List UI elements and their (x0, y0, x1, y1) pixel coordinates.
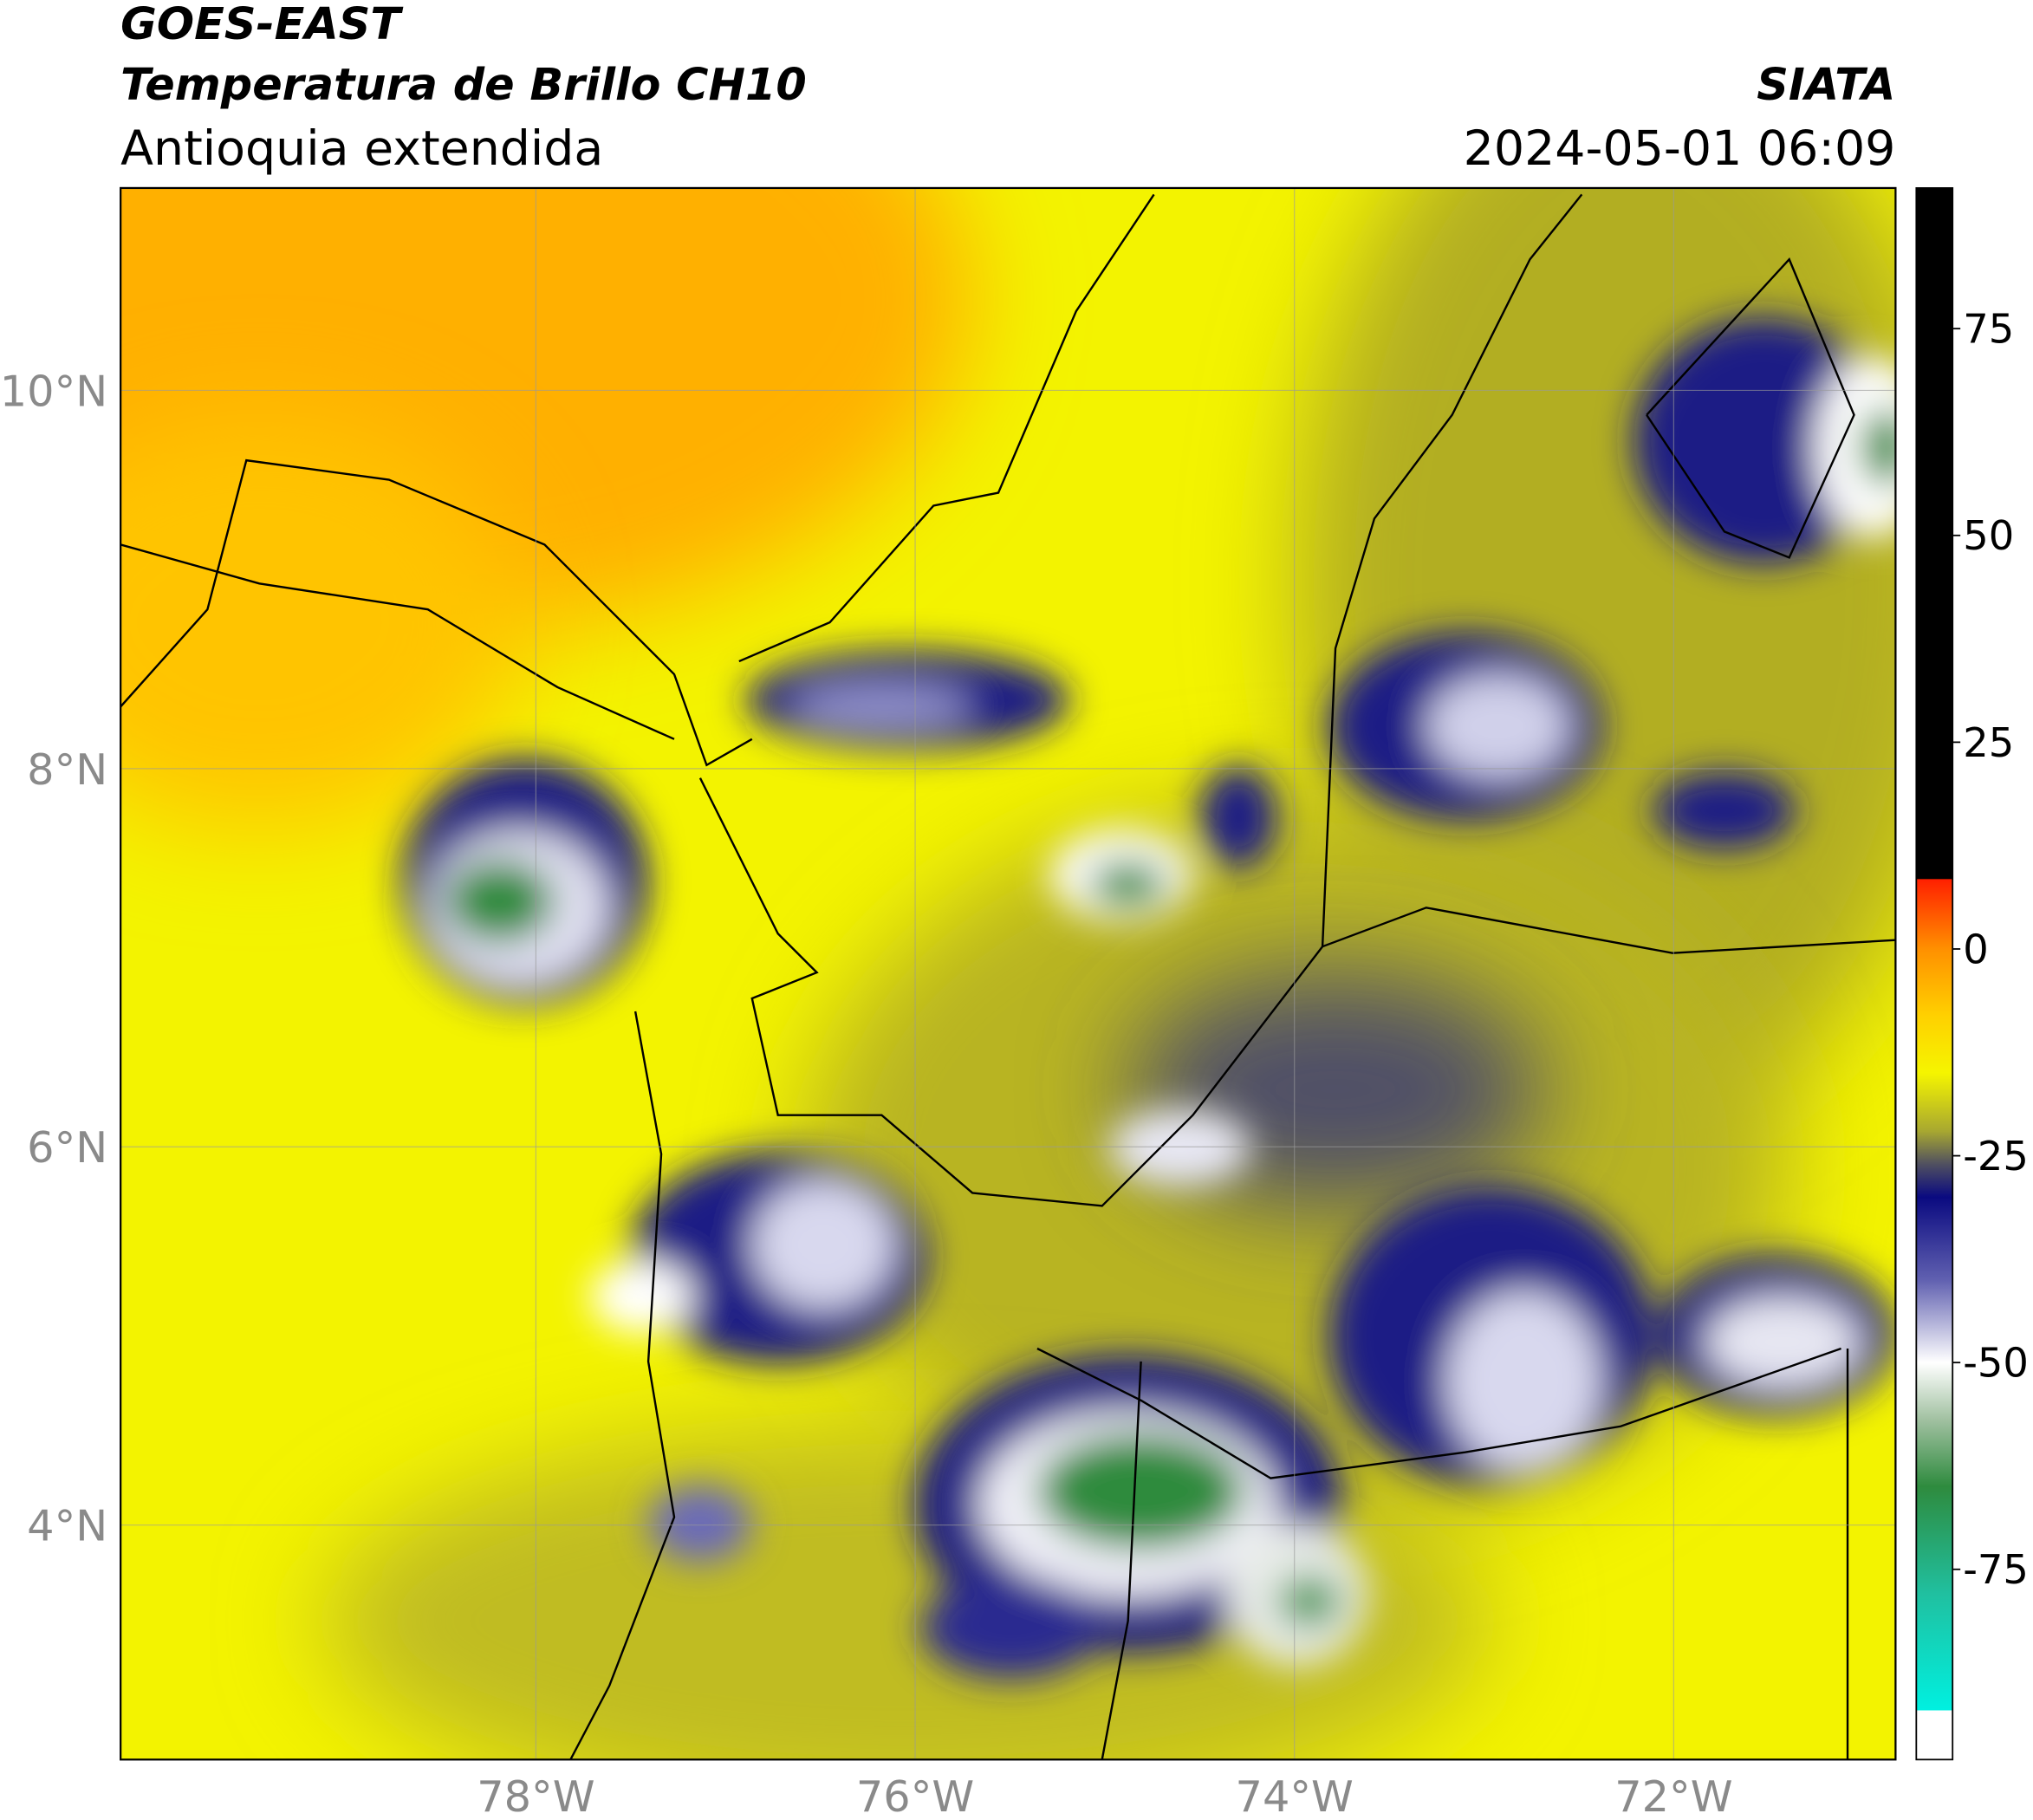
colorbar-tick-label: -50 (1963, 1340, 2029, 1387)
satellite-image (120, 187, 1896, 1760)
x-tick-label: 74°W (1236, 1771, 1354, 1820)
title: GOES-EAST (120, 0, 404, 49)
x-tick-label: 76°W (856, 1771, 974, 1820)
datetime: 2024-05-01 06:09 (1464, 121, 1896, 177)
colorbar-tick-label: 75 (1963, 306, 2014, 353)
y-tick-label: 6°N (27, 1122, 107, 1173)
x-tick-label: 72°W (1614, 1771, 1732, 1820)
colorbar-tick-label: 25 (1963, 719, 2014, 766)
colorbar-tick-label: -75 (1963, 1546, 2029, 1593)
source: SIATA (1757, 59, 1895, 110)
map-frame (120, 186, 1897, 1761)
region: Antioquia extendida (120, 121, 603, 177)
borders (120, 193, 1896, 1760)
colorbar-tick-label: -25 (1963, 1133, 2029, 1180)
subtitle: Temperatura de Brillo CH10 (120, 59, 807, 110)
colorbar-tick-label: 0 (1963, 926, 1989, 972)
y-tick-label: 10°N (0, 366, 107, 416)
colorbar-tick-label: 50 (1963, 512, 2014, 559)
y-tick-label: 8°N (27, 744, 107, 795)
y-tick-label: 4°N (27, 1501, 107, 1551)
colorbar (1915, 187, 1954, 1761)
x-tick-label: 78°W (477, 1771, 594, 1820)
